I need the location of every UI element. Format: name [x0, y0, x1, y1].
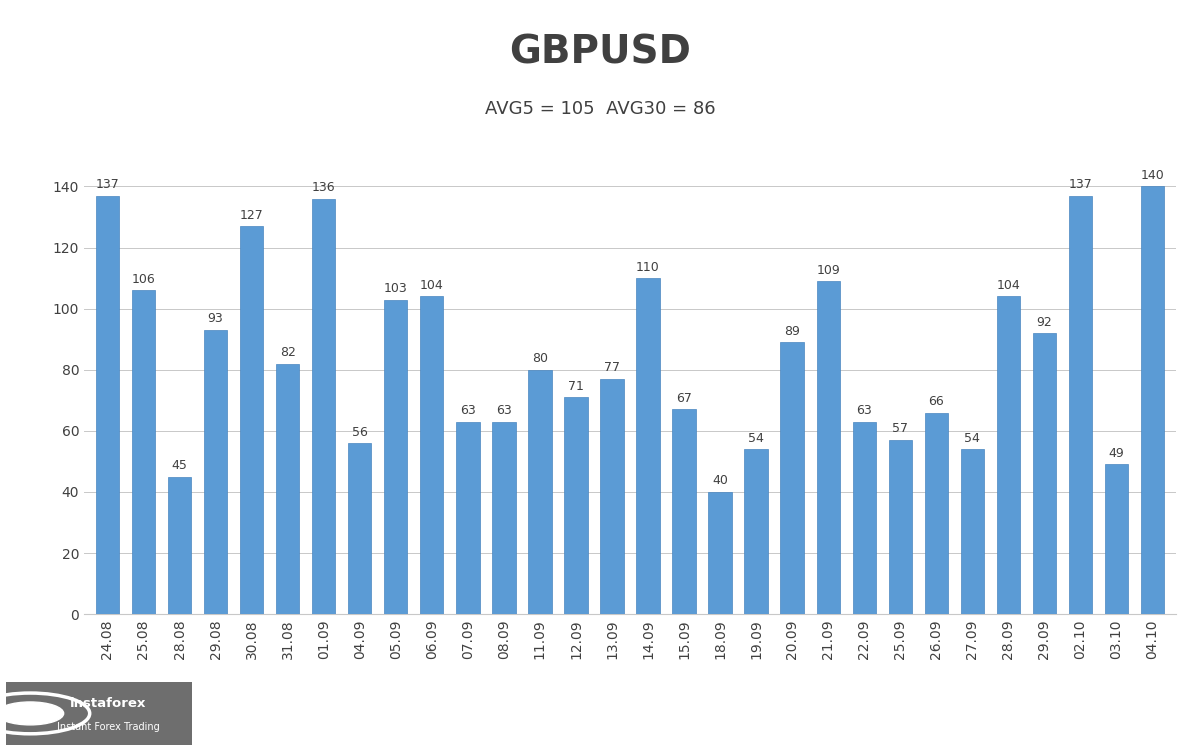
Text: 63: 63: [460, 404, 475, 417]
Text: 54: 54: [965, 431, 980, 445]
Bar: [168, 476, 191, 614]
Text: 110: 110: [636, 261, 660, 273]
Bar: [744, 449, 768, 614]
Text: 80: 80: [532, 352, 548, 366]
Bar: [276, 364, 299, 614]
Text: instaforex: instaforex: [70, 697, 146, 710]
Text: 49: 49: [1109, 447, 1124, 460]
Text: 103: 103: [384, 282, 408, 295]
Bar: [708, 492, 732, 614]
Text: 45: 45: [172, 459, 187, 472]
Bar: [925, 413, 948, 614]
Bar: [852, 422, 876, 614]
Bar: [132, 291, 155, 614]
Text: 136: 136: [312, 181, 336, 194]
Text: GBPUSD: GBPUSD: [509, 34, 691, 71]
Text: 92: 92: [1037, 315, 1052, 329]
Bar: [348, 443, 372, 614]
Text: 82: 82: [280, 346, 295, 359]
Text: 109: 109: [816, 264, 840, 276]
Text: 137: 137: [96, 178, 119, 191]
Bar: [961, 449, 984, 614]
Text: 77: 77: [604, 361, 620, 374]
Bar: [888, 440, 912, 614]
Bar: [636, 278, 660, 614]
Text: 67: 67: [676, 392, 692, 405]
Text: 127: 127: [240, 208, 264, 222]
Text: 63: 63: [857, 404, 872, 417]
Bar: [204, 330, 227, 614]
Text: AVG5 = 105  AVG30 = 86: AVG5 = 105 AVG30 = 86: [485, 100, 715, 118]
Bar: [600, 379, 624, 614]
Bar: [780, 342, 804, 614]
Bar: [1033, 333, 1056, 614]
Bar: [528, 370, 552, 614]
Bar: [96, 195, 119, 614]
Bar: [456, 422, 480, 614]
Text: 63: 63: [496, 404, 511, 417]
Bar: [672, 410, 696, 614]
Text: 71: 71: [568, 380, 584, 392]
Bar: [240, 226, 263, 614]
Bar: [420, 297, 444, 614]
Bar: [492, 422, 516, 614]
Bar: [1141, 187, 1164, 614]
Text: 104: 104: [420, 279, 444, 292]
Text: 137: 137: [1069, 178, 1092, 191]
Bar: [564, 397, 588, 614]
Text: 40: 40: [712, 474, 728, 488]
Circle shape: [0, 702, 64, 725]
Text: 140: 140: [1141, 169, 1164, 182]
Bar: [1105, 464, 1128, 614]
Bar: [1069, 195, 1092, 614]
Text: 104: 104: [996, 279, 1020, 292]
Text: 66: 66: [929, 395, 944, 408]
Text: 93: 93: [208, 312, 223, 326]
Bar: [997, 297, 1020, 614]
Text: Instant Forex Trading: Instant Forex Trading: [56, 723, 160, 733]
Bar: [384, 300, 408, 614]
Bar: [312, 198, 335, 614]
Text: 106: 106: [132, 273, 155, 286]
Bar: [816, 281, 840, 614]
Text: 56: 56: [352, 425, 367, 438]
Text: 89: 89: [785, 324, 800, 338]
Text: 57: 57: [893, 422, 908, 435]
Text: 54: 54: [749, 431, 764, 445]
